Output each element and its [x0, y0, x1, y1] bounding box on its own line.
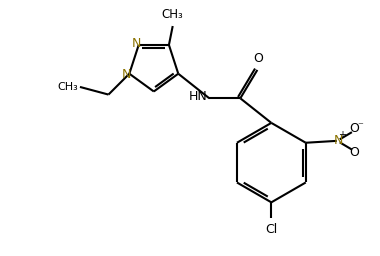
Text: CH₃: CH₃	[162, 8, 184, 22]
Text: Cl: Cl	[265, 223, 277, 236]
Text: O: O	[350, 146, 359, 159]
Text: O: O	[253, 52, 263, 65]
Text: +: +	[338, 130, 346, 140]
Text: HN: HN	[188, 90, 207, 103]
Text: O: O	[350, 122, 359, 135]
Text: N: N	[122, 68, 131, 81]
Text: CH₃: CH₃	[57, 82, 78, 92]
Text: N: N	[131, 37, 141, 50]
Text: ⁻: ⁻	[358, 122, 364, 132]
Text: N: N	[334, 134, 343, 147]
